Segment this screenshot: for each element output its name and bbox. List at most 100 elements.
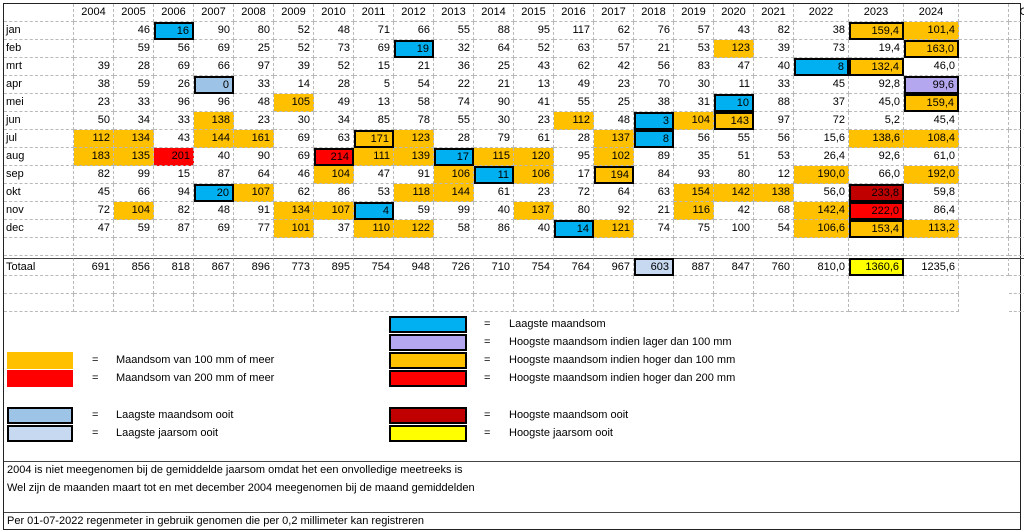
rain-cell: 190,0 <box>794 166 849 184</box>
empty-cell <box>434 238 474 256</box>
rain-cell: 56 <box>674 130 714 148</box>
spacer-cell <box>959 94 1009 112</box>
rain-cell: 13 <box>514 76 554 94</box>
rain-cell: 49 <box>554 76 594 94</box>
rain-cell: 40 <box>474 202 514 220</box>
rain-cell: 88 <box>474 22 514 40</box>
rain-cell: 112 <box>554 112 594 130</box>
year-header: 2009 <box>274 4 314 22</box>
rain-cell: 159,4 <box>849 22 904 40</box>
total-cell: 710 <box>474 258 514 276</box>
rain-cell: 90 <box>474 94 514 112</box>
rain-cell: 5,2 <box>849 112 904 130</box>
rain-cell: 73 <box>314 40 354 58</box>
year-header: 2015 <box>514 4 554 22</box>
rain-cell: 47 <box>354 166 394 184</box>
note-line-2: Wel zijn de maanden maart tot en met dec… <box>7 482 475 494</box>
rain-cell: 21 <box>474 76 514 94</box>
legend-eq: = <box>484 336 491 348</box>
rain-cell: 112 <box>74 130 114 148</box>
rain-cell: 96 <box>194 94 234 112</box>
rain-cell: 47 <box>74 220 114 238</box>
rain-cell: 38 <box>74 76 114 94</box>
rain-cell: 25 <box>234 40 274 58</box>
rain-cell: 77 <box>234 220 274 238</box>
legend-eq: = <box>92 354 99 366</box>
rain-cell: 52 <box>274 40 314 58</box>
legend-laagste-jaarsom-ooit: Laagste jaarsom ooit <box>116 427 219 439</box>
rain-cell: 91 <box>234 202 274 220</box>
rain-cell: 19 <box>394 40 434 58</box>
rain-cell: 59 <box>394 202 434 220</box>
empty-cell <box>234 238 274 256</box>
empty-cell <box>754 238 794 256</box>
empty-cell <box>394 294 434 312</box>
rain-cell: 35 <box>674 148 714 166</box>
empty-cell <box>714 294 754 312</box>
year-header: 2012 <box>394 4 434 22</box>
month-label: apr <box>4 76 74 94</box>
rain-cell: 163,0 <box>904 40 959 58</box>
rain-cell: 4 <box>354 202 394 220</box>
rain-cell: 138,6 <box>849 130 904 148</box>
rain-cell: 10 <box>714 94 754 112</box>
spacer-cell <box>959 202 1009 220</box>
empty-cell <box>904 276 959 294</box>
year-header: 2005 <box>114 4 154 22</box>
total-cell: 967 <box>594 258 634 276</box>
empty-cell <box>904 294 959 312</box>
rain-cell: 45 <box>794 76 849 94</box>
empty-cell <box>474 238 514 256</box>
rain-cell: 31 <box>674 94 714 112</box>
swatch-hoogste-lager-100 <box>389 334 467 351</box>
total-cell: 948 <box>394 258 434 276</box>
rain-cell: 137 <box>594 130 634 148</box>
empty-cell <box>849 238 904 256</box>
rain-cell: 17 <box>554 166 594 184</box>
rain-cell: 66 <box>114 184 154 202</box>
rain-cell: 138 <box>194 112 234 130</box>
year-header: 2004 <box>74 4 114 22</box>
rain-cell: 64 <box>474 40 514 58</box>
rain-cell: 42 <box>714 202 754 220</box>
gem-cell: 88,0 <box>1009 202 1024 220</box>
empty-cell <box>234 294 274 312</box>
rain-cell: 92,8 <box>849 76 904 94</box>
rain-cell: 34 <box>114 112 154 130</box>
empty-cell <box>849 294 904 312</box>
rain-cell: 104 <box>314 166 354 184</box>
month-label: dec <box>4 220 74 238</box>
spacer-cell <box>959 148 1009 166</box>
rain-cell: 95 <box>514 22 554 40</box>
swatch-laagste-jaarsom-ooit <box>7 425 73 442</box>
empty-cell <box>554 238 594 256</box>
rain-cell: 39 <box>754 40 794 58</box>
rain-cell: 86 <box>314 184 354 202</box>
rain-cell: 134 <box>114 130 154 148</box>
spacer-cell <box>959 40 1009 58</box>
total-cell: 856 <box>114 258 154 276</box>
empty-cell <box>194 238 234 256</box>
rain-cell: 52 <box>514 40 554 58</box>
rain-cell: 214 <box>314 148 354 166</box>
total-cell: 810,0 <box>794 258 849 276</box>
empty-cell <box>514 294 554 312</box>
legend-hoogste-hoger-100: Hoogste maandsom indien hoger dan 100 mm <box>509 354 736 366</box>
empty-cell <box>74 238 114 256</box>
legend-laagste-maandsom: Laagste maandsom <box>509 318 606 330</box>
empty-cell <box>474 294 514 312</box>
total-cell: 726 <box>434 258 474 276</box>
year-header: 2011 <box>354 4 394 22</box>
empty-cell <box>154 276 194 294</box>
rain-cell: 106,6 <box>794 220 849 238</box>
spacer-cell <box>959 166 1009 184</box>
rain-cell: 78 <box>394 112 434 130</box>
rain-cell: 86 <box>474 220 514 238</box>
empty-cell <box>714 276 754 294</box>
rain-cell: 26,4 <box>794 148 849 166</box>
legend-eq: = <box>484 372 491 384</box>
total-cell: 754 <box>514 258 554 276</box>
rain-cell: 135 <box>114 148 154 166</box>
rain-cell: 138 <box>754 184 794 202</box>
spacer-cell <box>959 220 1009 238</box>
